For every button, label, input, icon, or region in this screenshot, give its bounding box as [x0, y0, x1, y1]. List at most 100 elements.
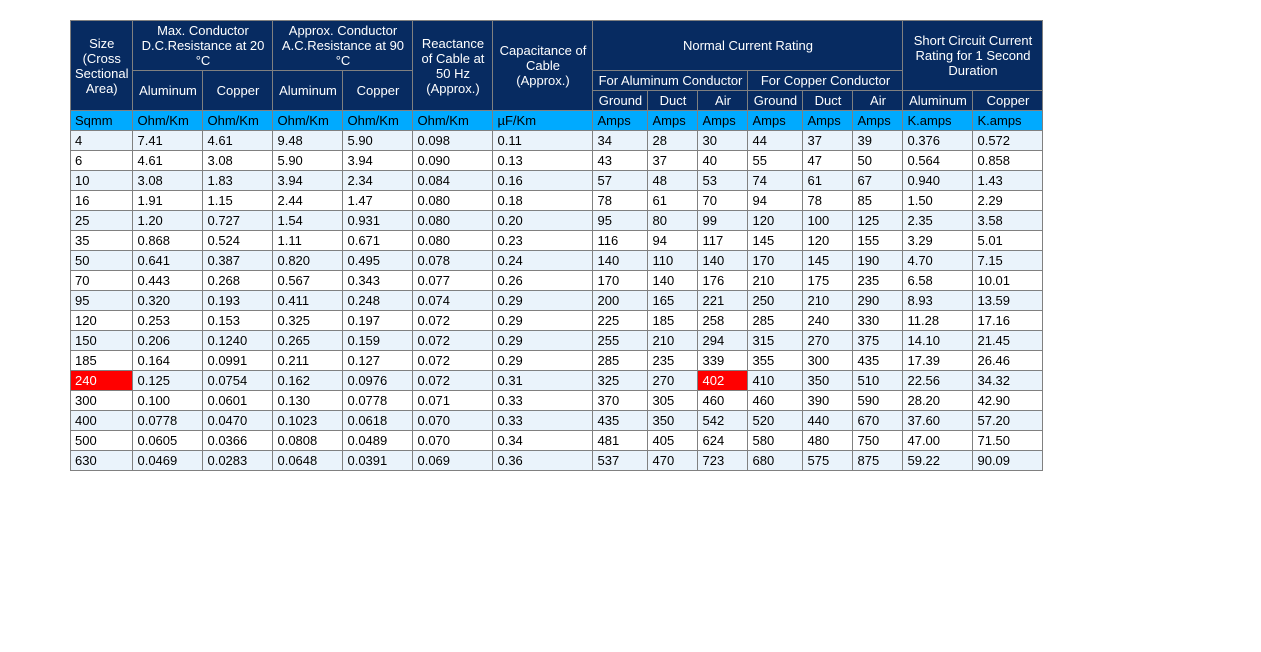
- table-cell: 42.90: [973, 391, 1043, 411]
- table-cell: 0.34: [493, 431, 593, 451]
- table-cell: 175: [803, 271, 853, 291]
- table-cell: 435: [593, 411, 648, 431]
- table-cell: 225: [593, 311, 648, 331]
- table-row: 700.4430.2680.5670.3430.0770.26170140176…: [71, 271, 1043, 291]
- table-header: Size (Cross Sectional Area) Max. Conduct…: [71, 21, 1043, 111]
- table-cell: 44: [748, 131, 803, 151]
- table-cell: 0.248: [343, 291, 413, 311]
- table-cell: 0.572: [973, 131, 1043, 151]
- table-cell: 480: [803, 431, 853, 451]
- table-cell: 47: [803, 151, 853, 171]
- table-cell: 70: [698, 191, 748, 211]
- table-cell: 0.931: [343, 211, 413, 231]
- hdr-al-ground: Ground: [593, 91, 648, 111]
- table-cell: 390: [803, 391, 853, 411]
- table-cell: 315: [748, 331, 803, 351]
- table-cell: 402: [698, 371, 748, 391]
- table-cell: 1.54: [273, 211, 343, 231]
- table-cell: 190: [853, 251, 903, 271]
- table-row: 1200.2530.1530.3250.1970.0720.2922518525…: [71, 311, 1043, 331]
- table-cell: 0.0489: [343, 431, 413, 451]
- hdr-ac-cu: Copper: [343, 71, 413, 111]
- table-cell: 22.56: [903, 371, 973, 391]
- table-cell: 28.20: [903, 391, 973, 411]
- table-cell: 185: [648, 311, 698, 331]
- table-cell: 5.01: [973, 231, 1043, 251]
- table-cell: 510: [853, 371, 903, 391]
- table-row: 350.8680.5241.110.6710.0800.231169411714…: [71, 231, 1043, 251]
- table-row: 47.414.619.485.900.0980.113428304437390.…: [71, 131, 1043, 151]
- table-cell: 670: [853, 411, 903, 431]
- table-cell: 460: [698, 391, 748, 411]
- table-cell: 0.071: [413, 391, 493, 411]
- table-cell: 0.858: [973, 151, 1043, 171]
- table-cell: 50: [853, 151, 903, 171]
- table-cell: 0.567: [273, 271, 343, 291]
- table-cell: 0.29: [493, 351, 593, 371]
- table-cell: 0.24: [493, 251, 593, 271]
- table-row: 500.6410.3870.8200.4950.0780.24140110140…: [71, 251, 1043, 271]
- table-cell: 0.33: [493, 391, 593, 411]
- hdr-reactance: Reactance of Cable at 50 Hz (Approx.): [413, 21, 493, 111]
- table-cell: 0.0469: [133, 451, 203, 471]
- table-cell: 370: [593, 391, 648, 411]
- table-cell: 460: [748, 391, 803, 411]
- table-cell: 1.50: [903, 191, 973, 211]
- table-cell: 542: [698, 411, 748, 431]
- table-cell: 575: [803, 451, 853, 471]
- table-cell: 0.0470: [203, 411, 273, 431]
- table-cell: 100: [803, 211, 853, 231]
- table-cell: 30: [698, 131, 748, 151]
- table-cell: 13.59: [973, 291, 1043, 311]
- table-cell: 305: [648, 391, 698, 411]
- table-cell: 70: [71, 271, 133, 291]
- hdr-al-duct: Duct: [648, 91, 698, 111]
- table-cell: 140: [698, 251, 748, 271]
- table-cell: 0.0778: [343, 391, 413, 411]
- table-cell: 0.211: [273, 351, 343, 371]
- table-cell: 350: [803, 371, 853, 391]
- hdr-capacitance: Capacitance of Cable (Approx.): [493, 21, 593, 111]
- table-cell: 0.127: [343, 351, 413, 371]
- table-cell: 25: [71, 211, 133, 231]
- table-cell: 145: [748, 231, 803, 251]
- table-cell: 1.43: [973, 171, 1043, 191]
- table-cell: 0.31: [493, 371, 593, 391]
- table-row: 64.613.085.903.940.0900.134337405547500.…: [71, 151, 1043, 171]
- table-cell: 53: [698, 171, 748, 191]
- table-cell: 150: [71, 331, 133, 351]
- table-cell: 0.443: [133, 271, 203, 291]
- table-cell: 78: [593, 191, 648, 211]
- unit-cell: Amps: [803, 111, 853, 131]
- table-cell: 0.074: [413, 291, 493, 311]
- table-cell: 0.197: [343, 311, 413, 331]
- table-cell: 630: [71, 451, 133, 471]
- unit-cell: Amps: [648, 111, 698, 131]
- table-cell: 26.46: [973, 351, 1043, 371]
- hdr-ac-res: Approx. Conductor A.C.Resistance at 90 °…: [273, 21, 413, 71]
- hdr-al-air: Air: [698, 91, 748, 111]
- table-cell: 285: [748, 311, 803, 331]
- table-cell: 0.164: [133, 351, 203, 371]
- table-cell: 90.09: [973, 451, 1043, 471]
- unit-cell: Ohm/Km: [343, 111, 413, 131]
- hdr-short-cu: Copper: [973, 91, 1043, 111]
- hdr-dc-res: Max. Conductor D.C.Resistance at 20 °C: [133, 21, 273, 71]
- table-cell: 240: [803, 311, 853, 331]
- table-cell: 4: [71, 131, 133, 151]
- table-cell: 0.0976: [343, 371, 413, 391]
- table-cell: 285: [593, 351, 648, 371]
- table-cell: 325: [593, 371, 648, 391]
- table-cell: 0.29: [493, 311, 593, 331]
- table-row: 161.911.152.441.470.0800.187861709478851…: [71, 191, 1043, 211]
- table-row: 2400.1250.07540.1620.09760.0720.31325270…: [71, 371, 1043, 391]
- table-cell: 34: [593, 131, 648, 151]
- table-cell: 94: [748, 191, 803, 211]
- table-cell: 0.1240: [203, 331, 273, 351]
- table-cell: 0.090: [413, 151, 493, 171]
- unit-cell: K.amps: [903, 111, 973, 131]
- table-cell: 165: [648, 291, 698, 311]
- table-cell: 300: [803, 351, 853, 371]
- table-cell: 339: [698, 351, 748, 371]
- hdr-for-cu: For Copper Conductor: [748, 71, 903, 91]
